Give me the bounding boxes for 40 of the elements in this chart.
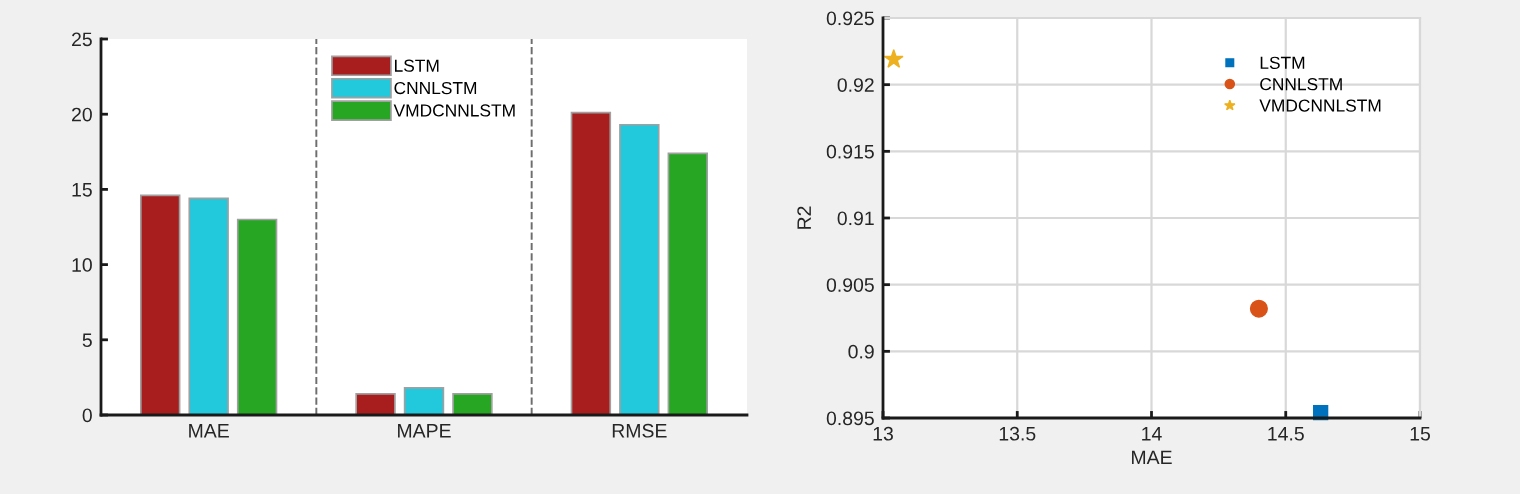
legend-label: CNNLSTM xyxy=(394,81,477,95)
x-tick-label: MAPE xyxy=(398,424,451,438)
legend-label: LSTM xyxy=(394,59,439,72)
point xyxy=(883,48,904,68)
x-tick-label: 13 xyxy=(873,426,893,441)
y-tick-label: 5 xyxy=(82,333,92,348)
bar xyxy=(140,194,181,415)
legend-label: CNNLSTM xyxy=(1260,78,1342,91)
bar xyxy=(667,152,708,415)
y-tick-label: 25 xyxy=(72,32,92,47)
x-tick-label: 15 xyxy=(1410,427,1430,441)
bar xyxy=(452,393,493,415)
y-axis-title: R2 xyxy=(797,206,811,229)
bar xyxy=(355,393,396,415)
bar xyxy=(570,111,612,415)
y-tick-label: 20 xyxy=(72,107,92,122)
legend-label: VMDCNNLSTM xyxy=(393,104,515,117)
y-tick-label: 0.895 xyxy=(826,411,874,426)
x-axis-title: MAE xyxy=(1132,450,1172,465)
bar xyxy=(236,218,278,415)
y-tick-label: 15 xyxy=(72,183,92,197)
legend-label: VMDCNNLSTM xyxy=(1259,99,1381,112)
y-tick-label: 0.9 xyxy=(848,344,874,359)
bar xyxy=(188,197,229,415)
x-tick-label: 14 xyxy=(1142,427,1162,441)
bar xyxy=(403,387,445,415)
point xyxy=(1249,299,1268,318)
y-tick-label: 0.91 xyxy=(837,211,874,226)
x-tick-label: RMSE xyxy=(612,423,667,438)
x-tick-label: 13.5 xyxy=(999,426,1036,441)
x-tick-label: 14.5 xyxy=(1268,427,1304,441)
y-tick-label: 0.915 xyxy=(826,144,874,159)
y-tick-label: 10 xyxy=(72,258,92,272)
bar xyxy=(619,123,660,415)
y-tick-label: 0 xyxy=(82,408,92,423)
y-tick-label: 0.92 xyxy=(837,78,874,92)
y-tick-label: 0.905 xyxy=(826,278,874,292)
legend-label: LSTM xyxy=(1260,56,1305,69)
y-tick-label: 0.925 xyxy=(826,11,874,26)
x-tick-label: MAE xyxy=(189,424,229,438)
